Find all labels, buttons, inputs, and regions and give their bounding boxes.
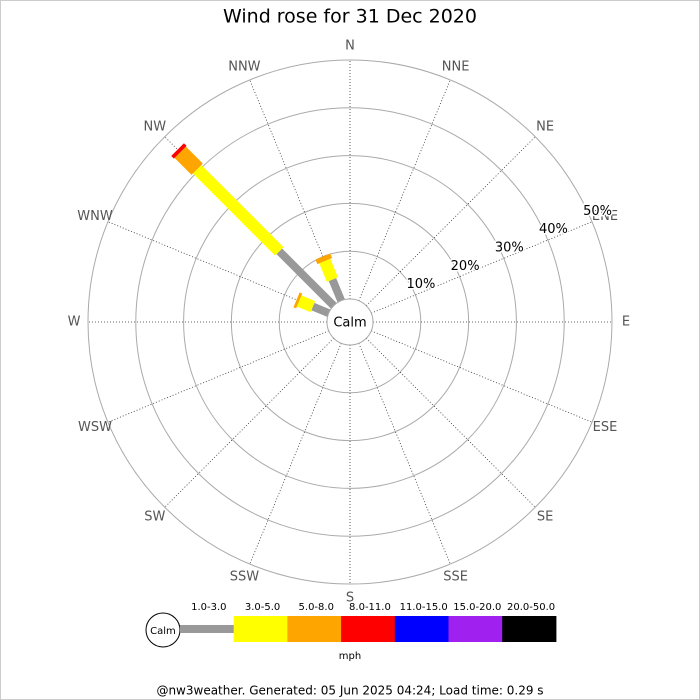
- legend-swatch: [341, 616, 396, 642]
- direction-label: NNW: [228, 60, 260, 75]
- spoke: [164, 337, 335, 508]
- ring-label: 50%: [583, 204, 612, 219]
- direction-label: SE: [537, 510, 553, 525]
- spoke: [365, 337, 536, 508]
- spoke: [358, 343, 451, 565]
- ring-label: 30%: [495, 241, 524, 256]
- bar-segment: [296, 295, 316, 313]
- legend-unit: mph: [339, 651, 361, 662]
- legend-swatch: [394, 616, 449, 642]
- legend-label: 8.0-11.0: [349, 602, 391, 613]
- legend-label: 20.0-50.0: [507, 602, 555, 613]
- spoke: [371, 221, 593, 314]
- chart-title: Wind rose for 31 Dec 2020: [223, 6, 477, 28]
- bar-segment: [315, 253, 333, 265]
- legend-swatch: [448, 616, 503, 642]
- legend-label: 15.0-20.0: [453, 602, 501, 613]
- spoke: [107, 330, 329, 423]
- direction-label: WSW: [78, 420, 112, 435]
- ring-label: 40%: [539, 222, 568, 237]
- direction-label: S: [346, 591, 354, 606]
- grid-ring: [230, 202, 470, 442]
- bar-segment: [328, 278, 345, 303]
- direction-label: W: [68, 315, 81, 330]
- legend-label: 3.0-5.0: [245, 602, 280, 613]
- legend-swatch: [233, 616, 288, 642]
- direction-label: SW: [144, 510, 165, 525]
- direction-label: NNE: [442, 60, 470, 75]
- direction-label: WNW: [77, 209, 113, 224]
- spoke: [358, 79, 451, 301]
- direction-label: NE: [536, 119, 554, 134]
- spoke: [107, 221, 329, 314]
- calm-label: Calm: [333, 316, 366, 331]
- bar-segment: [293, 292, 303, 309]
- direction-label: SSW: [230, 569, 260, 584]
- spoke: [365, 136, 536, 307]
- direction-label: SSE: [443, 569, 468, 584]
- ring-label: 10%: [407, 277, 436, 292]
- direction-label: ENE: [592, 209, 618, 224]
- bar-segment: [319, 258, 338, 282]
- legend-swatch: [180, 625, 235, 633]
- legend-label: 5.0-8.0: [299, 602, 334, 613]
- direction-label: NW: [144, 119, 167, 134]
- spoke: [371, 330, 593, 423]
- ring-label: 20%: [451, 259, 480, 274]
- grid-ring: [135, 107, 565, 537]
- bar-segment: [311, 302, 331, 317]
- legend-swatch: [287, 616, 342, 642]
- grid-ring: [87, 59, 613, 585]
- footer: @nw3weather. Generated: 05 Jun 2025 04:2…: [156, 684, 543, 698]
- legend-swatch: [502, 616, 557, 642]
- direction-label: ESE: [593, 420, 618, 435]
- calm-circle: [326, 298, 374, 346]
- direction-label: E: [622, 315, 630, 330]
- legend-calm-label: Calm: [150, 626, 176, 637]
- legend-label: 11.0-15.0: [400, 602, 448, 613]
- grid-ring: [278, 250, 422, 394]
- spoke: [249, 343, 342, 565]
- bar-segment: [276, 248, 337, 309]
- direction-label: N: [345, 39, 355, 54]
- legend-label: 1.0-3.0: [191, 602, 226, 613]
- bar-segment: [171, 143, 187, 159]
- grid-ring: [183, 155, 517, 489]
- bar-segment: [174, 146, 203, 175]
- bar-segment: [192, 164, 284, 256]
